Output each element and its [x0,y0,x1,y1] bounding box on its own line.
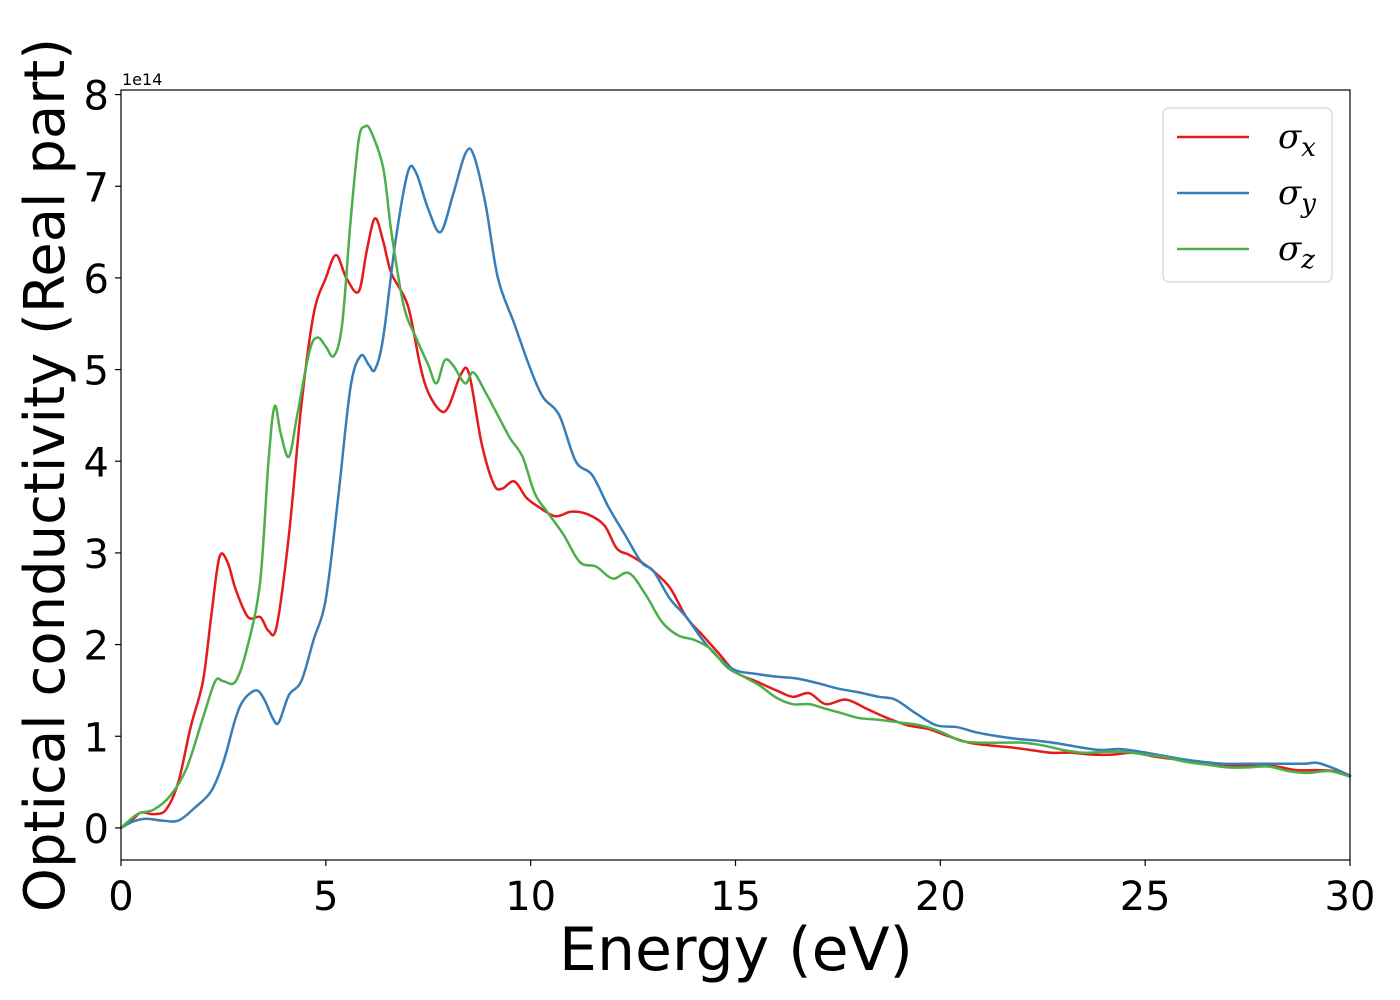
legend-label-x: σx [1278,117,1316,163]
y-tick-label: 8 [84,74,109,120]
y-tick-label: 3 [84,532,109,578]
y-tick-label: 4 [84,440,109,486]
ticks-layer: 0 5 10 15 20 25 30 0 1 2 3 4 5 6 7 8 [84,74,1376,920]
legend-frame [1162,107,1333,283]
y-axis-label: Optical conductivity (Real part) [13,38,78,912]
y-tick-label: 2 [84,624,109,670]
x-axis-label: Energy (eV) [559,915,913,985]
y-tick-label: 1 [84,715,109,761]
y-tick-label: 6 [84,257,109,303]
y-tick-label: 0 [84,807,109,853]
x-tick-label: 15 [710,874,761,920]
series-layer [119,124,1352,830]
x-tick-label: 0 [108,874,133,920]
series-line-x [119,217,1352,830]
x-tick-label: 10 [505,874,556,920]
legend-subscript: y [1300,189,1316,219]
x-tick-label: 5 [313,874,338,920]
series-line-y [119,147,1352,830]
y-tick-label: 7 [84,165,109,211]
y-tick-label: 5 [84,349,109,395]
x-tick-label: 30 [1325,874,1376,920]
x-tick-label: 25 [1120,874,1171,920]
legend-subscript: x [1301,133,1316,163]
x-tick-label: 20 [915,874,966,920]
y-scale-label: 1e14 [122,70,162,89]
legend-subscript: z [1300,245,1315,275]
series-line-z [119,124,1352,830]
